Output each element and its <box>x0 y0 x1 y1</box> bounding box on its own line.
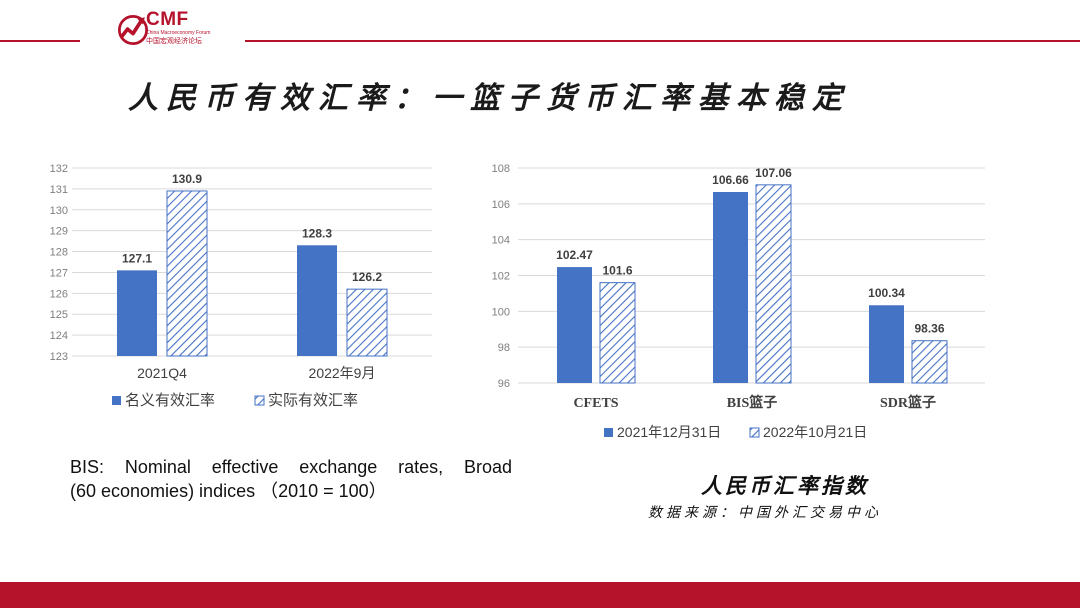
bar <box>599 282 636 384</box>
y-tick-label: 104 <box>492 235 510 247</box>
x-category-label: BIS篮子 <box>727 394 778 411</box>
data-label: 100.34 <box>868 286 905 300</box>
chart-caption: 人民币汇率指数 <box>701 473 869 498</box>
bar <box>166 190 208 357</box>
bar <box>755 184 792 384</box>
page-title: 人民币有效汇率：一篮子货币汇率基本稳定 <box>128 81 850 116</box>
y-tick-label: 100 <box>492 306 510 318</box>
data-label: 126.2 <box>352 270 382 284</box>
y-tick-label: 129 <box>50 226 68 238</box>
data-label: 130.9 <box>172 172 202 186</box>
bar <box>117 270 157 356</box>
y-tick-label: 127 <box>50 267 68 279</box>
chart-note: BIS: Nominal effective exchange rates, B… <box>70 455 512 503</box>
legend-swatch <box>254 395 265 406</box>
charts-canvas: 123 124 125 126 127 128 129 130 131 132 127.1 130.9… <box>50 163 985 440</box>
data-label: 101.6 <box>602 264 632 278</box>
data-label: 102.47 <box>556 248 593 262</box>
legend-label: 实际有效汇率 <box>268 391 358 409</box>
y-tick-label: 126 <box>50 288 68 300</box>
bar <box>557 267 592 383</box>
y-tick-label: 124 <box>50 330 68 342</box>
logo-text: CMF <box>146 9 189 30</box>
y-tick-label: 130 <box>50 205 68 217</box>
legend-swatch <box>749 427 760 438</box>
y-tick-label: 108 <box>492 163 510 175</box>
y-tick-label: 96 <box>498 378 510 390</box>
logo-chinese: 中国宏观经济论坛 <box>146 37 202 45</box>
footer-bar <box>0 582 1080 608</box>
legend-label: 2022年10月21日 <box>763 424 867 440</box>
note-line-1: BIS: Nominal effective exchange rates, B… <box>70 457 512 477</box>
y-tick-label: 125 <box>50 309 68 321</box>
x-category-label: 2021Q4 <box>137 365 187 381</box>
data-label: 98.36 <box>914 322 944 336</box>
header-rule-right <box>245 40 1080 42</box>
legend-label: 2021年12月31日 <box>617 424 721 440</box>
x-category-label: 2022年9月 <box>309 365 376 381</box>
note-line-2: (60 economies) indices （2010 = 100） <box>70 481 387 501</box>
bar <box>713 192 748 383</box>
header-rule-left <box>0 40 80 42</box>
bar <box>346 288 388 357</box>
logo-subtitle: China Macroeconomy Forum <box>146 30 211 36</box>
data-label: 128.3 <box>302 226 332 240</box>
legend-swatch <box>604 428 613 437</box>
y-tick-label: 102 <box>492 271 510 283</box>
data-label: 107.06 <box>755 166 792 180</box>
y-tick-label: 131 <box>50 184 68 196</box>
y-tick-label: 98 <box>498 342 510 354</box>
y-tick-label: 123 <box>50 351 68 363</box>
data-label: 106.66 <box>712 173 749 187</box>
bar <box>297 245 337 356</box>
x-category-label: SDR篮子 <box>880 394 936 411</box>
legend-label: 名义有效汇率 <box>125 391 215 409</box>
bar <box>869 305 904 383</box>
x-category-label: CFETS <box>573 396 618 411</box>
data-source: 数据来源：中国外汇交易中心 <box>648 505 882 521</box>
y-tick-label: 128 <box>50 247 68 259</box>
y-tick-label: 106 <box>492 199 510 211</box>
legend-swatch <box>112 396 121 405</box>
cmf-logo <box>118 15 148 45</box>
y-tick-label: 132 <box>50 163 68 175</box>
data-label: 127.1 <box>122 251 152 265</box>
bar <box>911 340 948 384</box>
